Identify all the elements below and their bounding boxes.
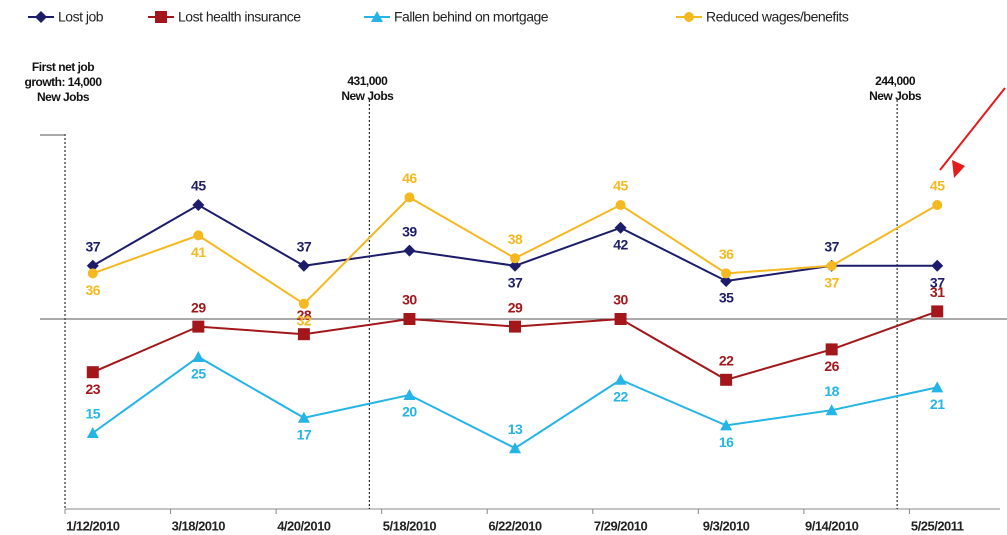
data-label: 37 — [297, 239, 312, 255]
annotation-text: growth: 14,000 — [24, 75, 102, 89]
data-label: 37 — [85, 239, 100, 255]
marker — [193, 230, 204, 241]
marker — [825, 404, 838, 416]
marker — [510, 253, 520, 264]
data-label: 31 — [930, 284, 945, 300]
marker — [297, 328, 310, 341]
marker — [615, 200, 626, 210]
data-label: 29 — [191, 299, 206, 315]
marker — [931, 259, 944, 272]
annotation-text: New Jobs — [341, 89, 394, 103]
annotation-text: First net job — [32, 60, 94, 74]
marker — [192, 351, 205, 362]
marker — [509, 442, 521, 454]
marker — [192, 320, 205, 333]
marker — [403, 313, 416, 325]
marker — [826, 260, 837, 271]
marker — [35, 11, 47, 23]
marker — [509, 320, 521, 333]
x-tick-label: 4/20/2010 — [277, 518, 331, 533]
legend-label: Fallen behind on mortgage — [394, 9, 549, 25]
data-label: 45 — [191, 178, 206, 194]
data-label: 37 — [930, 275, 945, 291]
data-label: 32 — [297, 313, 312, 329]
data-label: 15 — [85, 406, 100, 422]
marker — [371, 11, 383, 22]
data-label: 35 — [719, 290, 734, 306]
data-label: 36 — [85, 282, 100, 298]
data-label: 18 — [824, 383, 839, 399]
marker — [86, 259, 99, 272]
data-label: 20 — [402, 404, 417, 420]
marker — [825, 343, 838, 356]
marker — [614, 221, 627, 234]
marker — [509, 259, 521, 272]
x-tick-label: 3/18/2010 — [172, 518, 226, 533]
marker — [404, 192, 415, 203]
data-label: 45 — [613, 178, 628, 194]
marker — [721, 268, 732, 279]
data-label: 23 — [85, 381, 100, 397]
data-label: 45 — [930, 178, 945, 194]
data-label: 46 — [402, 170, 417, 186]
data-label: 37 — [508, 275, 523, 291]
data-label: 22 — [719, 353, 734, 369]
annotation-text: 244,000 — [875, 74, 916, 88]
data-label: 16 — [719, 434, 734, 450]
data-label: 38 — [508, 231, 523, 247]
marker — [155, 11, 167, 23]
marker — [614, 313, 627, 325]
data-label: 29 — [508, 299, 523, 315]
x-tick-label: 9/14/2010 — [805, 518, 859, 533]
data-label: 26 — [824, 358, 839, 374]
data-label: 42 — [613, 237, 628, 253]
marker — [720, 373, 733, 386]
arrow-head — [952, 160, 965, 178]
data-label: 22 — [613, 389, 628, 405]
marker — [298, 298, 309, 309]
arrow — [939, 87, 1006, 171]
data-label: 28 — [297, 307, 312, 323]
data-label: 30 — [613, 292, 628, 308]
annotation-text: 431,000 — [347, 74, 388, 88]
x-tick-label: 1/12/2010 — [66, 518, 120, 533]
marker — [87, 268, 98, 279]
data-label: 25 — [191, 366, 206, 382]
marker — [192, 199, 205, 211]
data-label: 17 — [297, 427, 312, 443]
data-label: 37 — [824, 275, 839, 291]
marker — [403, 389, 416, 400]
data-label: 41 — [191, 244, 206, 260]
marker — [931, 305, 944, 318]
marker — [932, 200, 943, 210]
annotation-text: New Jobs — [37, 90, 90, 104]
x-tick-label: 7/29/2010 — [594, 518, 648, 533]
x-tick-label: 5/25/2011 — [911, 518, 964, 533]
marker — [720, 275, 733, 287]
x-tick-label: 9/3/2010 — [703, 518, 750, 533]
marker — [297, 411, 310, 423]
marker — [86, 427, 99, 438]
marker — [684, 12, 694, 22]
marker — [86, 366, 99, 379]
data-label: 37 — [824, 239, 839, 255]
annotation-text: New Jobs — [869, 89, 922, 103]
marker — [614, 373, 627, 385]
marker — [720, 419, 733, 431]
data-label: 36 — [719, 246, 734, 262]
legend-label: Reduced wages/benefits — [706, 9, 849, 25]
data-label: 13 — [508, 421, 523, 437]
x-tick-label: 5/18/2010 — [383, 518, 437, 533]
data-label: 21 — [930, 396, 945, 412]
data-label: 39 — [402, 223, 417, 239]
data-label: 30 — [402, 292, 417, 308]
marker — [297, 259, 310, 272]
marker — [931, 381, 944, 393]
x-tick-label: 6/22/2010 — [488, 518, 542, 533]
legend-label: Lost health insurance — [178, 9, 301, 25]
legend-label: Lost job — [58, 9, 104, 25]
marker — [403, 244, 416, 257]
